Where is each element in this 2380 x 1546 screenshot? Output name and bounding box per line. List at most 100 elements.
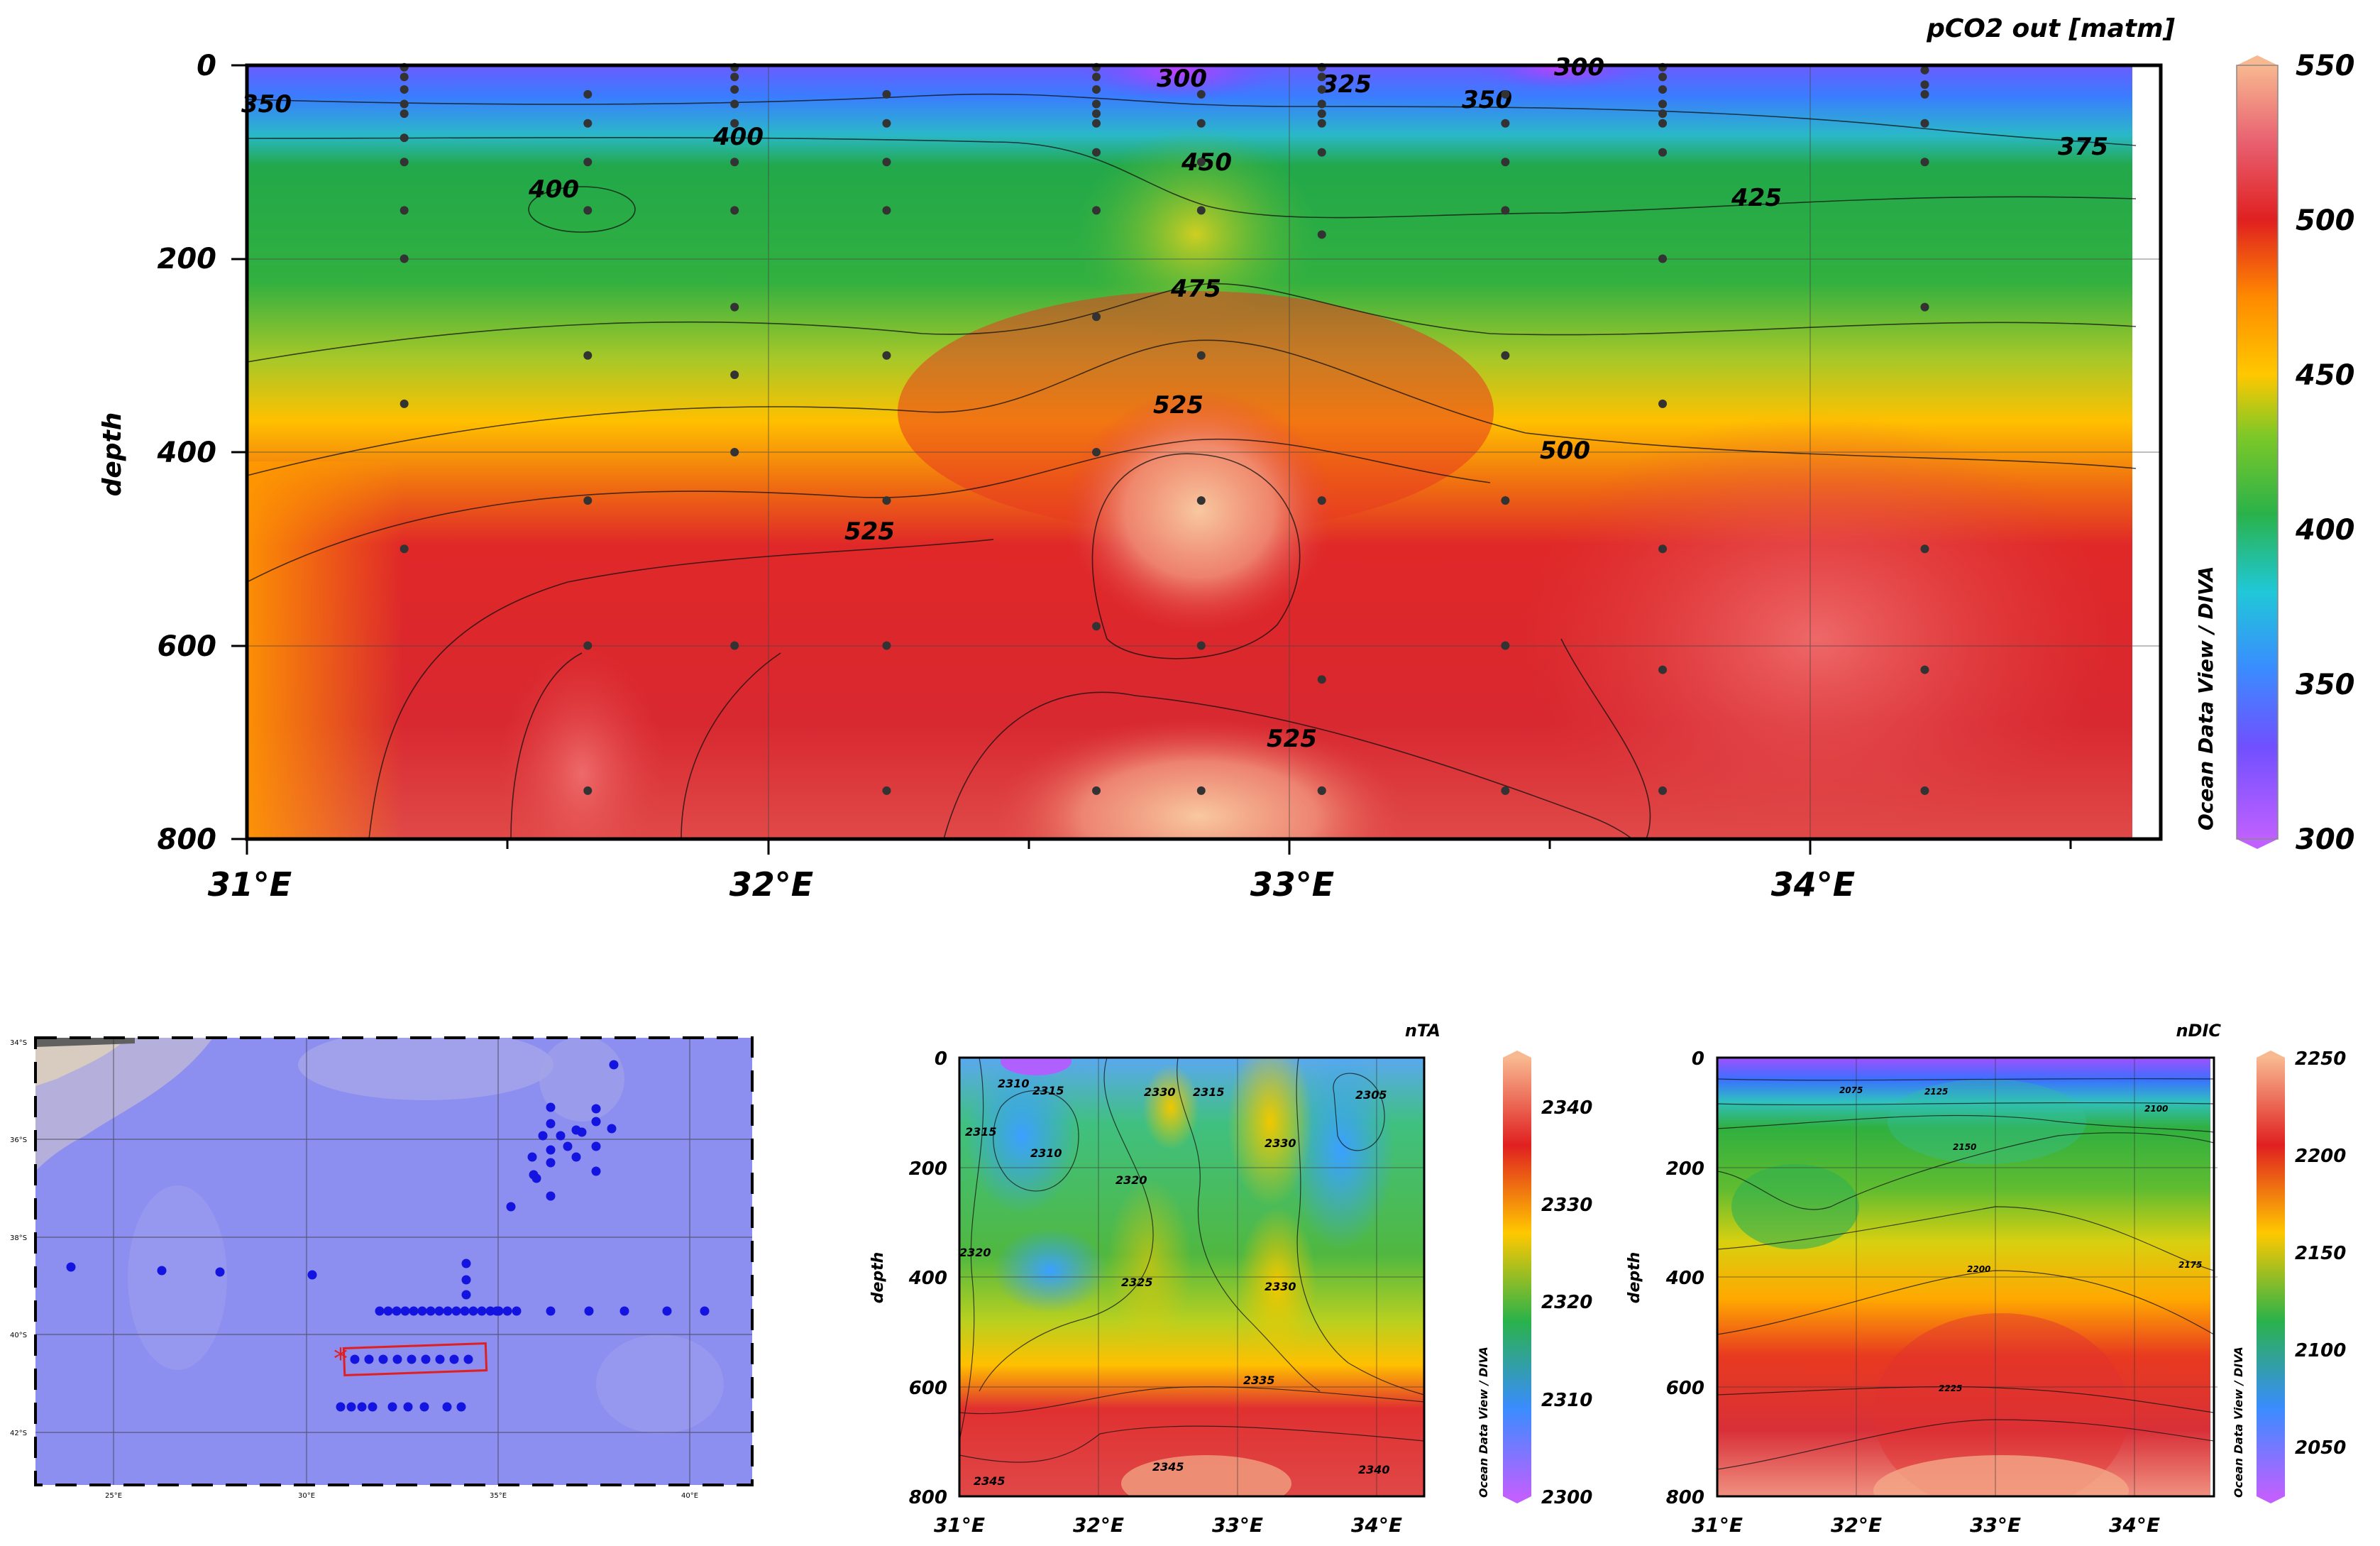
map-lon-tick: 35°E — [490, 1492, 507, 1500]
sample-point — [1196, 351, 1206, 360]
map-station — [529, 1170, 539, 1180]
sample-point — [1196, 119, 1206, 128]
pco2-x-axis: 31°E 32°E 33°E 34°E — [208, 865, 1855, 904]
sample-point — [730, 85, 739, 94]
sample-point — [882, 786, 891, 795]
pco2-contour-labels: 350 300 325 300 350 375 400 400 450 425 … — [241, 53, 2108, 753]
colorbar-credit: Ocean Data View / DIVA — [2232, 1347, 2245, 1498]
sample-point — [400, 109, 409, 119]
sample-point — [882, 351, 891, 360]
y-tick-label: 200 — [1666, 1158, 1704, 1180]
contour-label: 2330 — [1144, 1085, 1176, 1099]
sample-point — [400, 72, 409, 82]
sample-point — [583, 206, 593, 215]
contour-label: 300 — [1554, 53, 1604, 82]
x-tick-label: 32°E — [1831, 1513, 1882, 1537]
map-lat-tick: 36°S — [10, 1136, 27, 1144]
contour-label: 2200 — [1967, 1264, 1990, 1274]
colorbar-tick: 300 — [2296, 823, 2355, 856]
contour-label: 2075 — [1839, 1085, 1863, 1095]
y-tick-label: 0 — [197, 50, 216, 82]
sample-point — [1501, 496, 1510, 505]
map-station — [461, 1290, 471, 1300]
sample-point — [1196, 496, 1206, 505]
map-lon-tick: 30°E — [298, 1492, 315, 1500]
sample-point — [1920, 80, 1929, 89]
map-station — [346, 1402, 356, 1412]
contour-label: 2125 — [1924, 1087, 1948, 1097]
sample-point — [1317, 99, 1326, 109]
contour-label: 2225 — [1939, 1383, 1962, 1393]
map-station — [463, 1354, 473, 1364]
sample-point — [400, 254, 409, 263]
selected-transect-box — [342, 1342, 488, 1377]
sample-point — [1092, 99, 1101, 109]
map-station — [591, 1166, 601, 1176]
y-tick-label: 200 — [909, 1158, 947, 1180]
x-tick-label: 33°E — [1212, 1513, 1263, 1537]
map-lon-labels: 25°E 30°E 35°E 40°E — [105, 1492, 698, 1500]
x-tick-label: 34°E — [2109, 1513, 2160, 1537]
ndic-contour-labels: 2075 2125 2150 2100 2200 2175 2225 — [1839, 1085, 2202, 1393]
map-lat-tick: 42°S — [10, 1430, 27, 1437]
x-tick-label: 32°E — [1073, 1513, 1124, 1537]
sample-point — [882, 641, 891, 650]
map-station — [563, 1141, 573, 1151]
map-station — [662, 1306, 672, 1316]
contour-label: 400 — [712, 123, 764, 151]
sample-point — [583, 158, 593, 167]
sample-point — [1920, 89, 1929, 99]
map-station — [619, 1306, 629, 1316]
sample-point — [1092, 206, 1101, 215]
colorbar-tick: 400 — [2295, 514, 2355, 547]
map-station — [417, 1306, 427, 1316]
sample-point — [1092, 448, 1101, 456]
map-station — [546, 1191, 556, 1201]
map-station — [403, 1402, 413, 1412]
sample-point — [882, 89, 891, 99]
colorbar-tick: 2150 — [2295, 1243, 2346, 1264]
pco2-y-axis-label: depth — [98, 412, 127, 497]
map-station — [442, 1402, 452, 1412]
y-tick-label: 400 — [1665, 1268, 1704, 1289]
sample-point — [1501, 158, 1510, 167]
sample-point — [583, 351, 593, 360]
map-station — [546, 1145, 556, 1155]
nta-y-axis-label: depth — [869, 1252, 887, 1304]
sample-point — [1920, 65, 1929, 75]
map-station — [609, 1060, 619, 1070]
map-station — [461, 1275, 471, 1285]
sample-point — [1658, 399, 1668, 408]
contour-label: 2335 — [1243, 1374, 1275, 1387]
map-station — [392, 1354, 402, 1364]
map-station — [451, 1306, 461, 1316]
contour-label: 525 — [844, 517, 895, 546]
x-tick-label: 34°E — [1351, 1513, 1402, 1537]
y-tick-label: 0 — [1692, 1048, 1704, 1070]
sample-point — [1658, 119, 1668, 128]
y-tick-label: 400 — [908, 1268, 947, 1289]
sample-point — [730, 206, 739, 215]
contour-label: 2315 — [1193, 1085, 1225, 1099]
nta-section-plot: 2310 2315 2315 2330 2315 2330 2305 2310 … — [869, 1021, 1592, 1537]
contour-label: 2330 — [1265, 1136, 1296, 1150]
pco2-y-ticks — [231, 64, 247, 840]
pco2-contours — [246, 93, 2137, 840]
sample-point — [1501, 119, 1510, 128]
map-station — [556, 1131, 566, 1141]
nta-colorbar: 2300 2310 2320 2330 2340 Ocean Data View… — [1477, 1051, 1592, 1508]
nta-x-axis: 31°E 32°E 33°E 34°E — [934, 1513, 1402, 1537]
sample-point — [1658, 85, 1668, 94]
contour-label: 2320 — [959, 1246, 991, 1259]
sample-point — [1092, 622, 1101, 631]
sample-point — [1317, 85, 1326, 94]
map-station — [350, 1354, 360, 1364]
map-station — [157, 1266, 167, 1276]
x-tick-label: 32°E — [729, 865, 813, 904]
map-graticule — [35, 1038, 752, 1485]
map-station — [591, 1117, 601, 1126]
sample-point — [1658, 109, 1668, 119]
nta-contour-labels: 2310 2315 2315 2330 2315 2330 2305 2310 … — [959, 1077, 1390, 1488]
map-station — [387, 1402, 397, 1412]
map-station — [375, 1306, 385, 1316]
